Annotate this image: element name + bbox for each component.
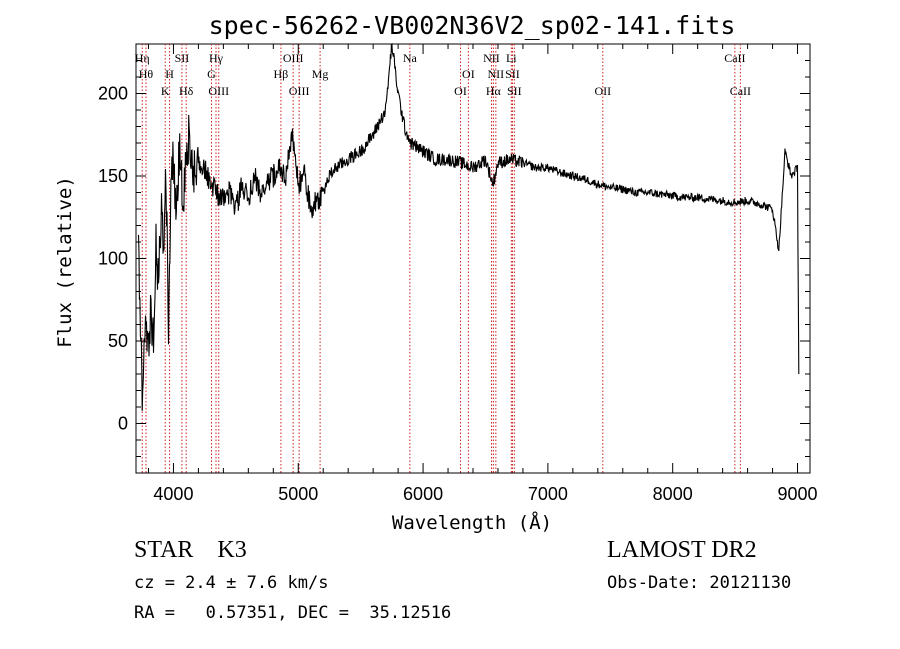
object-classification: STAR K3	[134, 537, 247, 563]
spectral-line-label: OI	[454, 84, 467, 98]
spectral-line-label: Li	[506, 51, 517, 65]
y-tick-label: 200	[98, 84, 128, 104]
spectral-line-label: Mg	[312, 67, 329, 81]
spectral-line-label: Hβ	[274, 67, 289, 81]
redshift-velocity: cz = 2.4 ± 7.6 km/s	[134, 573, 329, 593]
plot-frame	[135, 43, 811, 474]
spectral-line-label: OIII	[208, 84, 229, 98]
spectral-line-label: CaII	[730, 84, 751, 98]
x-axis-ticks: 4000 5000 6000 7000 8000 9000	[147, 44, 818, 504]
y-axis-label: Flux (relative)	[54, 176, 76, 348]
spectral-line-label: Hα	[486, 84, 502, 98]
spectral-line-labels: HηHθKHSIIHδGHγOIIIHβOIIIOIIIMgNaOIOINIIH…	[135, 51, 751, 98]
y-tick-label: 100	[98, 249, 128, 269]
chart-title: spec-56262-VB002N36V2_sp02-141.fits	[209, 11, 736, 40]
spectral-line-label: SII	[505, 67, 520, 81]
spectral-line-label: K	[161, 84, 170, 98]
spectral-line-label: Na	[403, 51, 418, 65]
spectral-line-label: OI	[462, 67, 475, 81]
x-axis-label: Wavelength (Å)	[392, 511, 552, 534]
spectral-line-label: OIII	[289, 84, 310, 98]
spectral-line-label: NII	[483, 51, 500, 65]
spectral-line-label: Hγ	[209, 51, 224, 65]
spectral-line-markers	[141, 44, 741, 473]
spectral-line-label: OIII	[283, 51, 304, 65]
y-axis-ticks: 0 50 100 150 200	[98, 60, 810, 457]
spectral-line-label: G	[207, 67, 216, 81]
y-tick-label: 150	[98, 166, 128, 186]
spectral-line-label: SII	[507, 84, 522, 98]
x-tick-label: 6000	[403, 484, 443, 504]
spectral-line-label: OII	[594, 84, 611, 98]
x-tick-label: 8000	[653, 484, 693, 504]
observation-date: Obs-Date: 20121130	[607, 573, 792, 593]
spectral-line-label: SII	[175, 51, 190, 65]
x-tick-label: 4000	[153, 484, 193, 504]
spectrum-chart: spec-56262-VB002N36V2_sp02-141.fits Hη Hθ…	[54, 11, 818, 534]
ra-dec-coordinates: RA = 0.57351, DEC = 35.12516	[134, 603, 452, 623]
x-tick-label: 7000	[528, 484, 568, 504]
y-tick-label: 0	[118, 414, 128, 434]
flux-series	[137, 43, 800, 411]
spectral-line-label: NII	[488, 67, 505, 81]
survey-name: LAMOST DR2	[607, 537, 757, 563]
flux-series-line	[137, 43, 800, 411]
spectral-line-label: Hη	[135, 51, 150, 65]
y-tick-label: 50	[108, 331, 128, 351]
x-tick-label: 9000	[777, 484, 817, 504]
spectral-line-label: Hδ	[179, 84, 194, 98]
spectral-line-label: Hθ	[139, 67, 154, 81]
x-tick-label: 5000	[278, 484, 318, 504]
spectral-line-label: CaII	[724, 51, 745, 65]
spectral-line-label: H	[165, 67, 174, 81]
